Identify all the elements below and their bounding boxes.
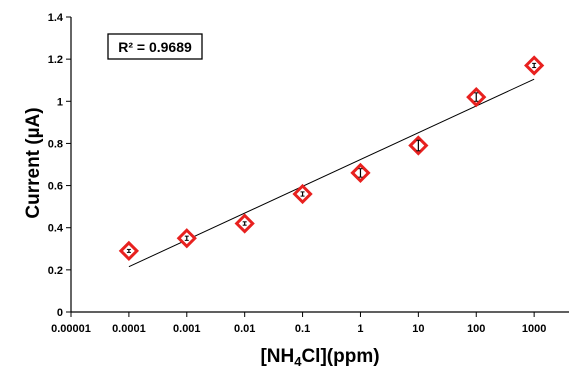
y-axis-title: Current (µA) bbox=[23, 107, 44, 218]
r2-annotation: R² = 0.9689 bbox=[107, 33, 203, 60]
x-axis-title: [NH4Cl](ppm) bbox=[260, 346, 379, 369]
x-axis-title-main: [NH bbox=[260, 346, 294, 367]
x-tick-labels: 0.00001 0.0001 0.001 0.01 0.1 1 10 100 1000 bbox=[51, 323, 546, 335]
y-tick-label: 1.2 bbox=[48, 54, 63, 66]
x-tick-label: 0.01 bbox=[234, 323, 255, 335]
x-tick-label: 1000 bbox=[522, 323, 546, 335]
data-points bbox=[118, 55, 545, 262]
y-tick-label: 0 bbox=[57, 307, 63, 319]
x-tick-label: 0.001 bbox=[173, 323, 201, 335]
y-tick-label: 0.6 bbox=[48, 181, 63, 193]
x-tick-label: 10 bbox=[412, 323, 424, 335]
y-tick-label: 0.2 bbox=[48, 265, 63, 277]
x-tick-label: 100 bbox=[467, 323, 485, 335]
y-tick-label: 1 bbox=[57, 96, 63, 108]
axes bbox=[66, 16, 569, 317]
x-tick-label: 0.1 bbox=[295, 323, 310, 335]
y-tick-labels: 0 0.2 0.4 0.6 0.8 1 1.2 1.4 bbox=[48, 12, 64, 319]
y-tick-label: 1.4 bbox=[48, 12, 64, 24]
x-tick-label: 1 bbox=[357, 323, 363, 335]
y-tick-label: 0.8 bbox=[48, 138, 63, 150]
x-axis-title-rest: Cl](ppm) bbox=[301, 346, 379, 367]
y-tick-label: 0.4 bbox=[48, 223, 64, 235]
x-tick-label: 0.0001 bbox=[112, 323, 146, 335]
trendline bbox=[128, 78, 535, 268]
r2-label: R² = 0.9689 bbox=[118, 39, 192, 55]
x-axis-title-subscript: 4 bbox=[294, 354, 302, 369]
x-tick-label: 0.00001 bbox=[51, 323, 91, 335]
r2-box bbox=[107, 33, 203, 60]
